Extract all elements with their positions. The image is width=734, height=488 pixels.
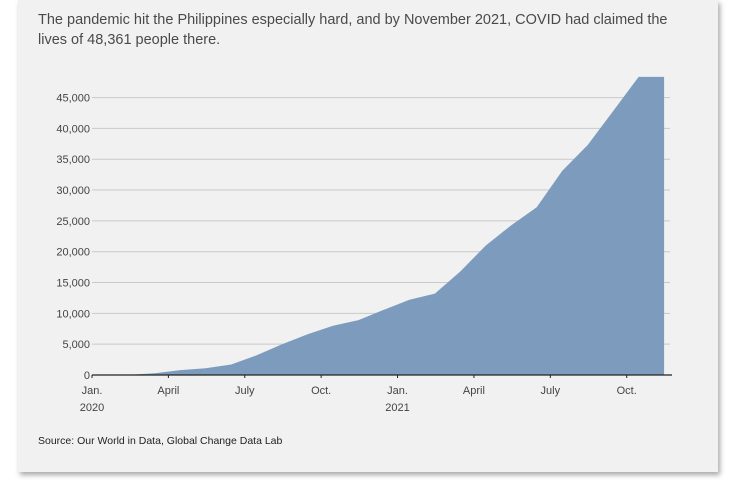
x-tick-label: Oct. [311, 385, 331, 397]
y-tick-label: 30,000 [56, 185, 90, 197]
y-tick-label: 25,000 [56, 216, 90, 228]
y-tick-label: 15,000 [56, 278, 90, 290]
x-tick-label: July [235, 385, 255, 397]
y-tick-label: 10,000 [56, 308, 90, 320]
x-tick-label: April [157, 385, 179, 397]
x-tick-label: Jan. [387, 385, 408, 397]
x-tick-label: April [463, 385, 485, 397]
x-tick-label: Oct. [617, 385, 637, 397]
x-tick-label: Jan. [82, 385, 103, 397]
area-chart: 0 5,000 10,000 15,000 20,000 25,000 30,000 35,0… [56, 76, 672, 414]
source-note: Source: Our World in Data, Global Change… [38, 435, 283, 447]
chart-card: The pandemic hit the Philippines especia… [18, 0, 718, 472]
y-tick-label: 35,000 [56, 154, 90, 166]
x-tick-year-label: 2021 [385, 402, 409, 414]
y-tick-label: 45,000 [56, 93, 90, 105]
y-tick-label: 5,000 [62, 339, 90, 351]
y-tick-label: 20,000 [56, 247, 90, 259]
x-tick-year-label: 2020 [80, 402, 104, 414]
y-tick-label: 40,000 [56, 123, 90, 135]
deaths-area [92, 76, 665, 376]
x-tick-label: July [541, 385, 561, 397]
chart-title: The pandemic hit the Philippines especia… [38, 12, 668, 48]
y-tick-label: 0 [84, 370, 90, 382]
